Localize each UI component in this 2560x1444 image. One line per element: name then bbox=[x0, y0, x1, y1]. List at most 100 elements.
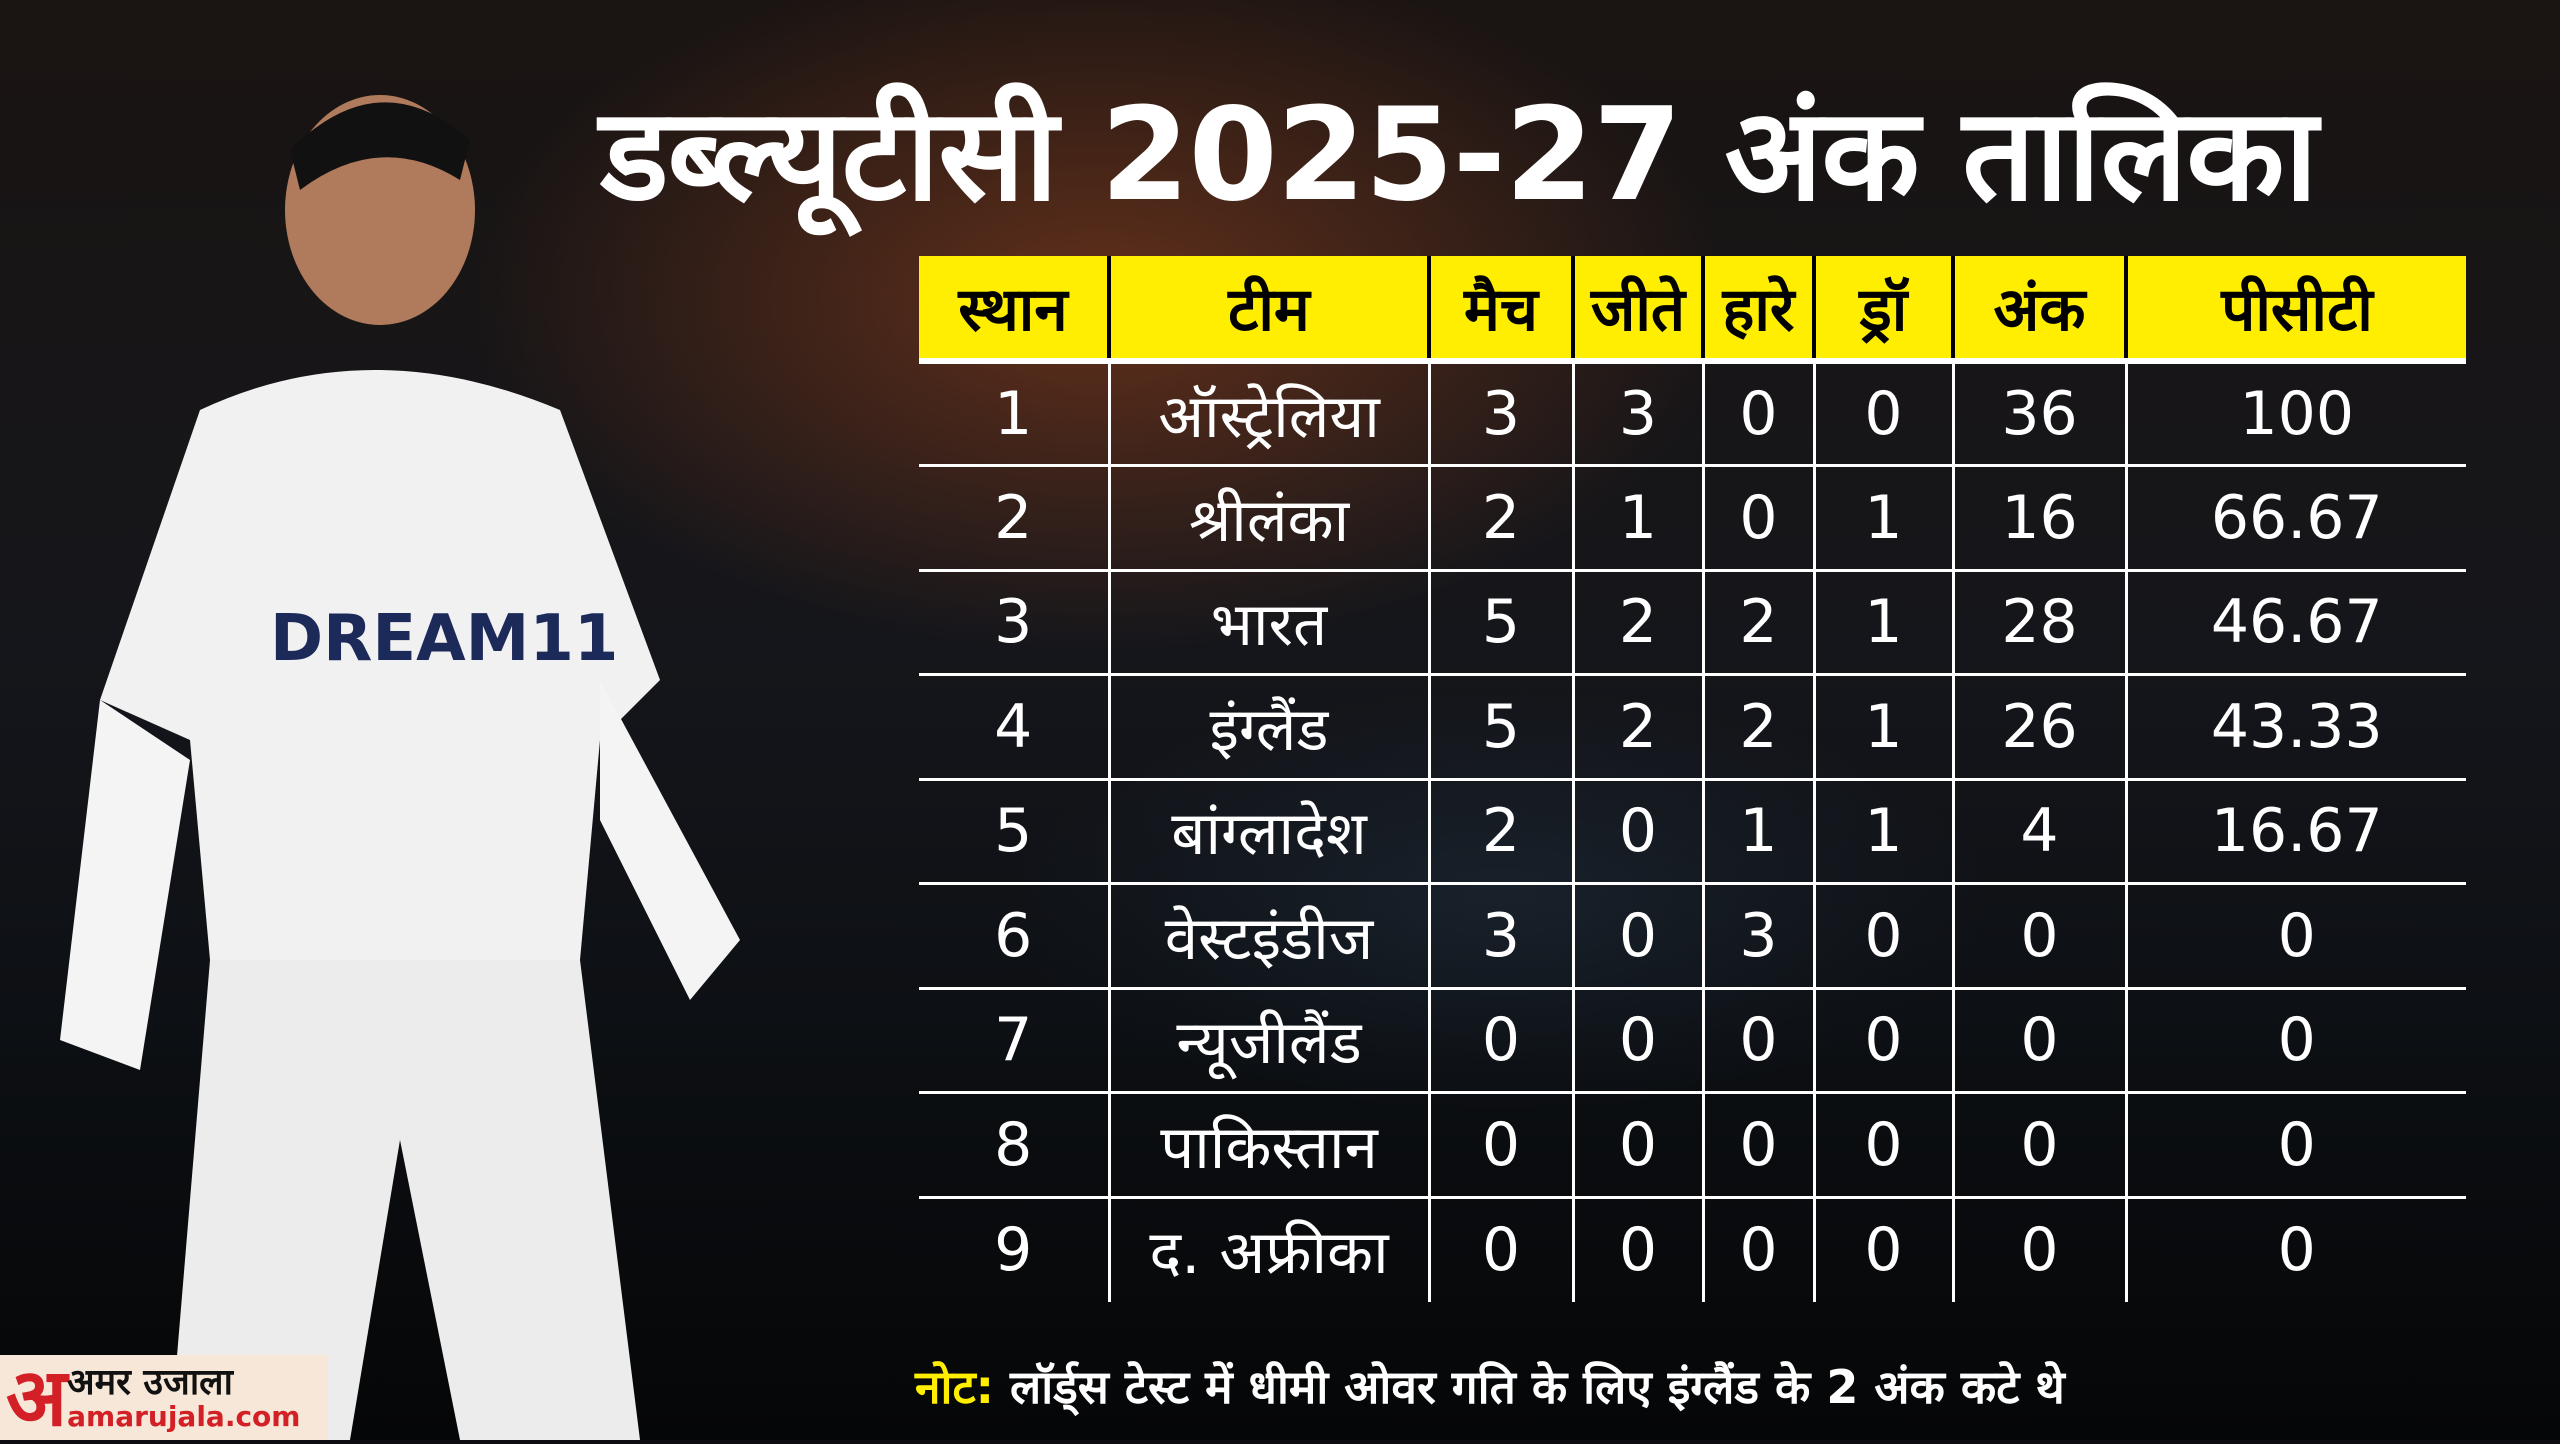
table-cell: 2 bbox=[919, 465, 1109, 572]
table-cell: 3 bbox=[1701, 883, 1814, 990]
table-cell: 46.67 bbox=[2124, 570, 2466, 676]
table-cell: 0 bbox=[1427, 1092, 1573, 1199]
table-cell: 9 bbox=[994, 1215, 1033, 1285]
table-cell: 0 bbox=[1701, 465, 1814, 572]
table-cell: 3 bbox=[1571, 361, 1703, 467]
table-row: 5 बांग्लादेश 2 0 1 1 4 16.67 bbox=[919, 779, 2466, 885]
table-cell: 1 bbox=[1812, 674, 1953, 781]
logo-name: अमर उजाला bbox=[67, 1361, 233, 1403]
amar-ujala-logo: अ अमर उजाला amarujala.com bbox=[0, 1355, 328, 1440]
table-cell: 16 bbox=[1951, 465, 2126, 572]
note-label: नोट: bbox=[915, 1360, 995, 1414]
table-cell: 2 bbox=[1427, 465, 1573, 572]
table-cell: 100 bbox=[2124, 361, 2466, 467]
table-cell: 0 bbox=[1812, 988, 1953, 1094]
table-cell: न्यूजीलैंड bbox=[1107, 988, 1429, 1094]
table-cell: 43.33 bbox=[2124, 674, 2466, 781]
table-row: 8 पाकिस्तान 0 0 0 0 0 0 bbox=[919, 1092, 2466, 1199]
table-cell: 0 bbox=[1812, 1092, 1953, 1199]
table-cell: 28 bbox=[1951, 570, 2126, 676]
column-header: ड्रॉ bbox=[1812, 256, 1953, 364]
table-cell: श्रीलंका bbox=[1107, 465, 1429, 572]
table-row: 1 ऑस्ट्रेलिया 3 3 0 0 36 100 bbox=[919, 361, 2466, 467]
table-cell: 0 bbox=[2124, 883, 2466, 990]
table-cell: 7 bbox=[919, 988, 1109, 1094]
table-cell: 0 bbox=[2124, 1092, 2466, 1199]
table-cell: 0 bbox=[1571, 1197, 1703, 1302]
table-cell: 2 bbox=[1701, 674, 1814, 781]
table-cell: 4 bbox=[1951, 779, 2126, 885]
table-cell: 0 bbox=[1571, 883, 1703, 990]
table-cell: 0 bbox=[1951, 1197, 2126, 1302]
table-cell: 1 bbox=[1812, 779, 1953, 885]
table-cell: बांग्लादेश bbox=[1107, 779, 1429, 885]
table-cell: 1 bbox=[1701, 779, 1814, 885]
table-cell: 0 bbox=[1951, 883, 2126, 990]
table-cell: 2 bbox=[1571, 674, 1703, 781]
table-cell: द. अफ्रीका bbox=[1107, 1197, 1429, 1302]
table-row: 9 द. अफ्रीका 0 0 0 0 0 0 bbox=[919, 1197, 2466, 1302]
table-cell: 0 bbox=[1571, 988, 1703, 1094]
table-cell: 5 bbox=[1427, 570, 1573, 676]
column-header: अंक bbox=[1951, 256, 2126, 364]
table-cell: 0 bbox=[1812, 1197, 1953, 1302]
table-cell: 1 bbox=[1571, 465, 1703, 572]
column-header: स्थान bbox=[919, 256, 1109, 364]
table-cell: 1 bbox=[919, 361, 1109, 467]
table-cell: 0 bbox=[1427, 1197, 1573, 1302]
table-cell: 0 bbox=[1701, 1197, 1814, 1302]
table-cell: 26 bbox=[1951, 674, 2126, 781]
note-text: लॉर्ड्स टेस्ट में धीमी ओवर गति के लिए इं… bbox=[994, 1360, 2065, 1414]
page-title: डब्ल्यूटीसी 2025-27 अंक तालिका bbox=[600, 81, 2318, 230]
table-cell: 0 bbox=[2124, 1197, 2466, 1302]
table-cell: 2 bbox=[1701, 570, 1814, 676]
table-cell: 5 bbox=[919, 779, 1109, 885]
table-cell: 3 bbox=[919, 570, 1109, 676]
table-cell: 1 bbox=[1812, 465, 1953, 572]
table-cell: 3 bbox=[1427, 883, 1573, 990]
jersey-sponsor: DREAM11 bbox=[270, 602, 618, 676]
table-row: 7 न्यूजीलैंड 0 0 0 0 0 0 bbox=[919, 988, 2466, 1094]
table-cell: 66.67 bbox=[2124, 465, 2466, 572]
table-cell: वेस्टइंडीज bbox=[1107, 883, 1429, 990]
column-header: पीसीटी bbox=[2124, 256, 2466, 364]
table-cell: 5 bbox=[1427, 674, 1573, 781]
column-header: टीम bbox=[1107, 256, 1429, 364]
table-cell: 0 bbox=[1427, 988, 1573, 1094]
table-cell: 36 bbox=[1951, 361, 2126, 467]
logo-domain: amarujala.com bbox=[67, 1399, 301, 1433]
table-cell: 16.67 bbox=[2124, 779, 2466, 885]
table-cell: भारत bbox=[1107, 570, 1429, 676]
table-cell: पाकिस्तान bbox=[1107, 1092, 1429, 1199]
table-cell: 0 bbox=[1701, 988, 1814, 1094]
player-image: DREAM11 bbox=[60, 95, 740, 1440]
table-cell: 6 bbox=[919, 883, 1109, 990]
table-cell: 3 bbox=[1427, 361, 1573, 467]
column-header: हारे bbox=[1701, 256, 1814, 364]
table-row: 3 भारत 5 2 2 1 28 46.67 bbox=[919, 570, 2466, 676]
table-row: 2 श्रीलंका 2 1 0 1 16 66.67 bbox=[919, 465, 2466, 572]
table-cell: 2 bbox=[1571, 570, 1703, 676]
table-cell: 0 bbox=[1812, 883, 1953, 990]
table-cell: 0 bbox=[1571, 779, 1703, 885]
table-cell: 1 bbox=[1812, 570, 1953, 676]
points-table: स्थान टीम मैच जीते हारे ड्रॉ अंक पीसीटी 1 ऑस्ट्र… bbox=[919, 256, 2466, 1302]
table-cell: इंग्लैंड bbox=[1107, 674, 1429, 781]
table-cell: 0 bbox=[1701, 361, 1814, 467]
table-cell: 4 bbox=[919, 674, 1109, 781]
table-cell: 0 bbox=[1571, 1092, 1703, 1199]
table-cell: 0 bbox=[1951, 988, 2126, 1094]
table-cell: ऑस्ट्रेलिया bbox=[1107, 361, 1429, 467]
table-cell: 8 bbox=[919, 1092, 1109, 1199]
column-header: मैच bbox=[1427, 256, 1573, 364]
table-cell: 0 bbox=[1812, 361, 1953, 467]
table-cell: 0 bbox=[2124, 988, 2466, 1094]
logo-letter: अ bbox=[6, 1350, 68, 1444]
table-cell: 2 bbox=[1427, 779, 1573, 885]
table-row: 6 वेस्टइंडीज 3 0 3 0 0 0 bbox=[919, 883, 2466, 990]
table-cell: 0 bbox=[1701, 1092, 1814, 1199]
column-header: जीते bbox=[1571, 256, 1703, 364]
table-cell: 0 bbox=[1951, 1092, 2126, 1199]
footnote: नोट: लॉर्ड्स टेस्ट में धीमी ओवर गति के ल… bbox=[915, 1355, 2065, 1417]
table-row: 4 इंग्लैंड 5 2 2 1 26 43.33 bbox=[919, 674, 2466, 781]
